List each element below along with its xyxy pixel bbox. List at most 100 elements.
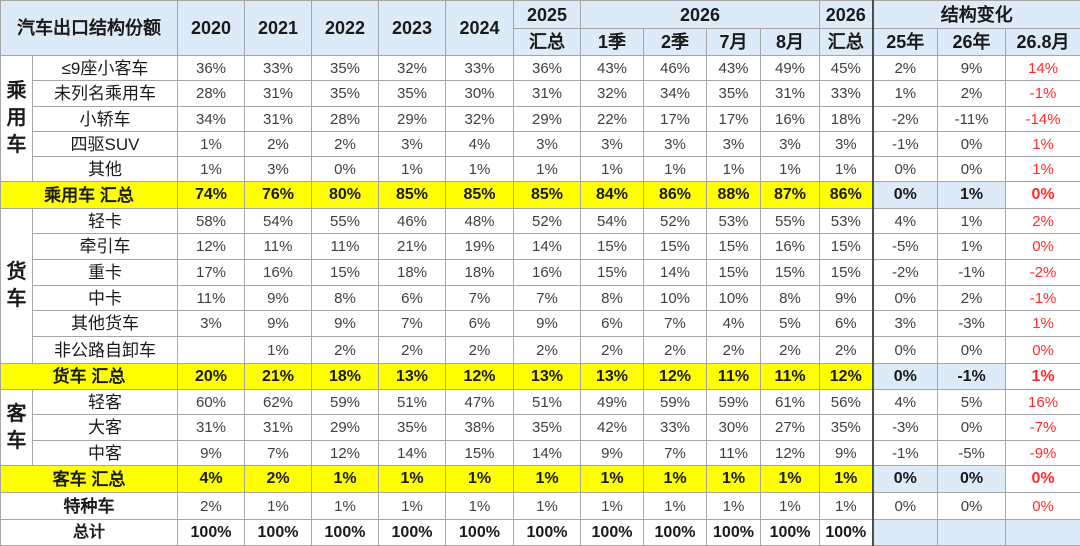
change-cell: [1006, 520, 1080, 546]
value-cell: 53%: [820, 209, 873, 234]
value-cell: 4%: [178, 466, 245, 493]
value-cell: 7%: [379, 311, 446, 337]
value-cell: 1%: [644, 466, 707, 493]
value-cell: 1%: [245, 337, 312, 364]
row-label: 其他: [33, 157, 178, 182]
value-cell: 21%: [245, 364, 312, 390]
value-cell: 1%: [245, 493, 312, 520]
change-cell: 0%: [1006, 493, 1080, 520]
value-cell: 15%: [707, 234, 761, 260]
row-label: 大客: [33, 415, 178, 441]
value-cell: 29%: [514, 107, 581, 132]
value-cell: 9%: [245, 311, 312, 337]
change-cell: -1%: [938, 364, 1006, 390]
value-cell: 22%: [581, 107, 644, 132]
group-label: 客车: [1, 390, 33, 466]
value-cell: 9%: [312, 311, 379, 337]
value-cell: 1%: [761, 493, 820, 520]
change-cell: 0%: [873, 182, 938, 209]
value-cell: 32%: [446, 107, 514, 132]
value-cell: 2%: [379, 337, 446, 364]
value-cell: 2%: [245, 132, 312, 157]
value-cell: 7%: [644, 441, 707, 466]
value-cell: 46%: [644, 56, 707, 81]
change-cell: 3%: [873, 311, 938, 337]
value-cell: 1%: [581, 493, 644, 520]
year-header: 2020: [178, 1, 245, 56]
value-cell: 18%: [312, 364, 379, 390]
value-cell: 13%: [379, 364, 446, 390]
change-cell: 9%: [938, 56, 1006, 81]
value-cell: 1%: [820, 493, 873, 520]
value-cell: 51%: [514, 390, 581, 415]
value-cell: 61%: [761, 390, 820, 415]
value-cell: [178, 337, 245, 364]
year-header: 2023: [379, 1, 446, 56]
value-cell: 1%: [379, 466, 446, 493]
value-cell: 84%: [581, 182, 644, 209]
row-label: 未列名乘用车: [33, 81, 178, 107]
value-cell: 8%: [761, 286, 820, 311]
value-cell: 55%: [312, 209, 379, 234]
value-cell: 1%: [514, 493, 581, 520]
value-cell: 1%: [446, 493, 514, 520]
value-cell: 58%: [178, 209, 245, 234]
value-cell: 48%: [446, 209, 514, 234]
change-cell: 1%: [938, 209, 1006, 234]
value-cell: 11%: [178, 286, 245, 311]
value-cell: 45%: [820, 56, 873, 81]
value-cell: 1%: [644, 493, 707, 520]
change-cell: 0%: [873, 493, 938, 520]
value-cell: 2%: [820, 337, 873, 364]
period-header: 7月: [707, 29, 761, 56]
change-cell: 0%: [938, 415, 1006, 441]
value-cell: 35%: [820, 415, 873, 441]
value-cell: 74%: [178, 182, 245, 209]
change-cell: 0%: [938, 157, 1006, 182]
value-cell: 15%: [820, 234, 873, 260]
value-cell: 35%: [312, 56, 379, 81]
value-cell: 62%: [245, 390, 312, 415]
value-cell: 1%: [446, 157, 514, 182]
value-cell: 100%: [514, 520, 581, 546]
value-cell: 14%: [514, 234, 581, 260]
value-cell: 3%: [644, 132, 707, 157]
group-label: 乘用车: [1, 56, 33, 182]
value-cell: 15%: [581, 260, 644, 286]
value-cell: 14%: [514, 441, 581, 466]
value-cell: 56%: [820, 390, 873, 415]
value-cell: 1%: [707, 493, 761, 520]
year-header: 2024: [446, 1, 514, 56]
value-cell: 12%: [312, 441, 379, 466]
value-cell: 28%: [312, 107, 379, 132]
value-cell: 7%: [644, 311, 707, 337]
value-cell: 20%: [178, 364, 245, 390]
change-cell: -1%: [1006, 81, 1080, 107]
value-cell: 7%: [245, 441, 312, 466]
change-cell: 0%: [1006, 337, 1080, 364]
value-cell: 60%: [178, 390, 245, 415]
value-cell: 11%: [707, 364, 761, 390]
value-cell: 5%: [761, 311, 820, 337]
value-cell: 9%: [581, 441, 644, 466]
group-label: 货车: [1, 209, 33, 364]
value-cell: 30%: [707, 415, 761, 441]
value-cell: 1%: [761, 466, 820, 493]
value-cell: 51%: [379, 390, 446, 415]
value-cell: 1%: [644, 157, 707, 182]
value-cell: 29%: [312, 415, 379, 441]
value-cell: 3%: [245, 157, 312, 182]
value-cell: 3%: [379, 132, 446, 157]
value-cell: 32%: [379, 56, 446, 81]
value-cell: 6%: [820, 311, 873, 337]
value-cell: 54%: [581, 209, 644, 234]
value-cell: 32%: [581, 81, 644, 107]
period-header: 8月: [761, 29, 820, 56]
value-cell: 1%: [820, 157, 873, 182]
value-cell: 43%: [707, 56, 761, 81]
value-cell: 35%: [707, 81, 761, 107]
value-cell: 31%: [178, 415, 245, 441]
col-2026-total-top: 2026: [820, 1, 873, 29]
